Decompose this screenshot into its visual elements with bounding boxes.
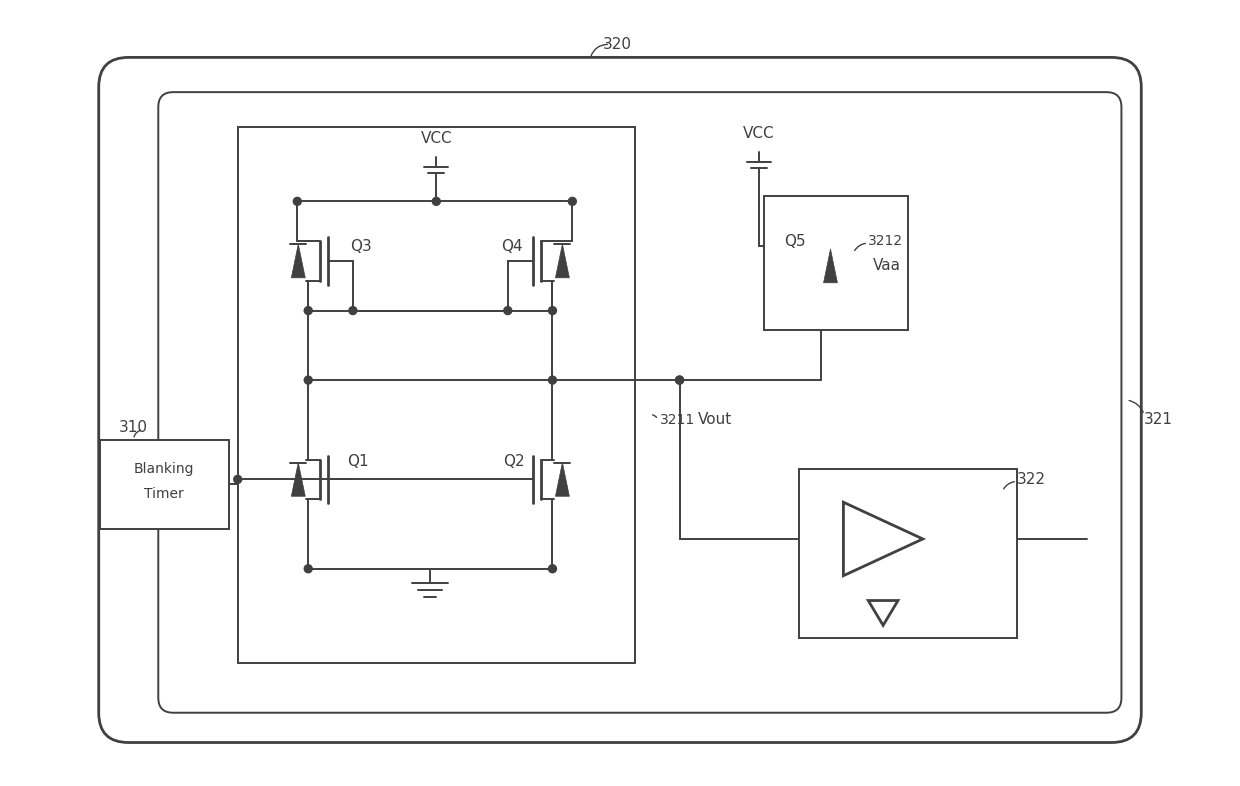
Text: Q5: Q5 [784,233,806,248]
Bar [799,469,1017,638]
Circle shape [433,197,440,205]
Circle shape [548,307,557,314]
FancyBboxPatch shape [99,57,1141,743]
Text: Q1: Q1 [347,454,368,469]
Circle shape [548,565,557,573]
Text: Q4: Q4 [501,238,522,254]
Circle shape [294,197,301,205]
Circle shape [304,307,312,314]
Text: Q3: Q3 [350,238,372,254]
Text: Vin: Vin [203,457,224,472]
Circle shape [568,197,577,205]
Circle shape [548,376,557,384]
Text: Timer: Timer [144,487,184,501]
Circle shape [234,476,242,483]
Bar [99,439,229,529]
Text: Blanking: Blanking [134,462,195,476]
Text: 3211: 3211 [660,413,694,427]
Text: Q2: Q2 [503,454,525,469]
Text: 322: 322 [1017,472,1047,487]
Text: Vout: Vout [697,413,732,428]
Polygon shape [556,462,569,496]
Circle shape [503,307,512,314]
Text: Vaa: Vaa [873,259,901,274]
Text: VCC: VCC [743,127,775,141]
FancyBboxPatch shape [159,92,1121,713]
Bar [238,127,635,663]
Circle shape [304,565,312,573]
Circle shape [676,376,683,384]
Circle shape [676,376,683,384]
Polygon shape [556,244,569,277]
Polygon shape [291,244,305,277]
Text: 310: 310 [119,421,148,435]
Text: 320: 320 [603,37,631,52]
Circle shape [348,307,357,314]
Text: 3212: 3212 [868,234,904,248]
Bar [764,196,908,330]
Text: 321: 321 [1145,413,1173,428]
Polygon shape [823,249,837,283]
Polygon shape [291,462,305,496]
Circle shape [304,376,312,384]
Text: VCC: VCC [420,131,453,146]
